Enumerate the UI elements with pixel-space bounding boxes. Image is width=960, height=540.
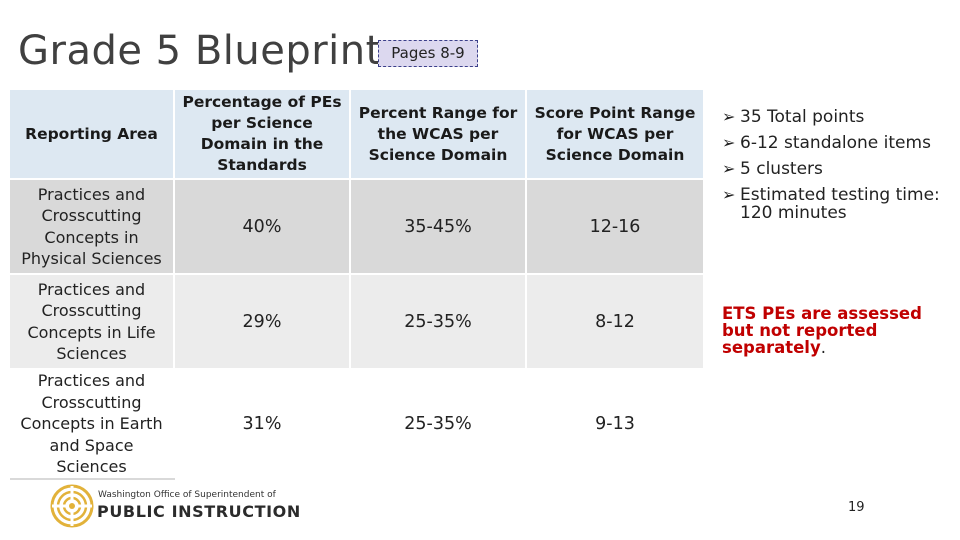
logo-title: PUBLIC INSTRUCTION (97, 502, 301, 521)
arrow-bullet-icon: ➢ (722, 107, 736, 126)
percent-range-cell: 25-35% (350, 369, 527, 480)
arrow-bullet-icon: ➢ (722, 159, 736, 178)
logo-subtitle: Washington Office of Superintendent of (98, 490, 276, 500)
score-range-cell: 9-13 (526, 369, 705, 480)
percentage-cell: 40% (174, 179, 351, 275)
bullet-item: ➢ 5 clusters (722, 159, 823, 179)
page-number: 19 (848, 500, 865, 515)
reporting-area-cell: Practices and Crosscutting Concepts in E… (10, 369, 175, 480)
pages-badge: Pages 8-9 (378, 40, 478, 67)
table-header-row: Reporting Area Percentage of PEs per Sci… (10, 90, 705, 180)
table-row: Practices and Crosscutting Concepts in P… (10, 179, 705, 275)
reporting-area-cell: Practices and Crosscutting Concepts in L… (10, 274, 175, 370)
percent-range-cell: 25-35% (350, 274, 527, 370)
ets-note: ETS PEs are assessed but not reported se… (722, 304, 922, 357)
bullet-item: ➢ 6-12 standalone items (722, 133, 931, 153)
arrow-bullet-icon: ➢ (722, 185, 736, 204)
percentage-cell: 31% (174, 369, 351, 480)
table-row: Practices and Crosscutting Concepts in L… (10, 274, 705, 370)
score-range-cell: 8-12 (526, 274, 705, 370)
percent-range-cell: 35-45% (350, 179, 527, 275)
table-row: Practices and Crosscutting Concepts in E… (10, 369, 705, 480)
arrow-bullet-icon: ➢ (722, 133, 736, 152)
blueprint-table: Reporting Area Percentage of PEs per Sci… (10, 90, 705, 480)
column-header: Percentage of PEs per Science Domain in … (174, 90, 351, 180)
slide-title: Grade 5 Blueprint (18, 28, 382, 74)
ospi-logo: Washington Office of Superintendent of P… (50, 484, 300, 528)
summary-bullet-list: ➢ 35 Total points ➢ 6-12 standalone items … (722, 108, 952, 230)
bullet-item: ➢ 35 Total points (722, 107, 865, 127)
bullet-item: ➢ Estimated testing time: 120 minutes (722, 185, 940, 223)
column-header: Score Point Range for WCAS per Science D… (526, 90, 705, 180)
score-range-cell: 12-16 (526, 179, 705, 275)
percentage-cell: 29% (174, 274, 351, 370)
column-header: Reporting Area (10, 90, 175, 180)
sun-emblem-icon (50, 484, 94, 528)
reporting-area-cell: Practices and Crosscutting Concepts in P… (10, 179, 175, 275)
column-header: Percent Range for the WCAS per Science D… (350, 90, 527, 180)
